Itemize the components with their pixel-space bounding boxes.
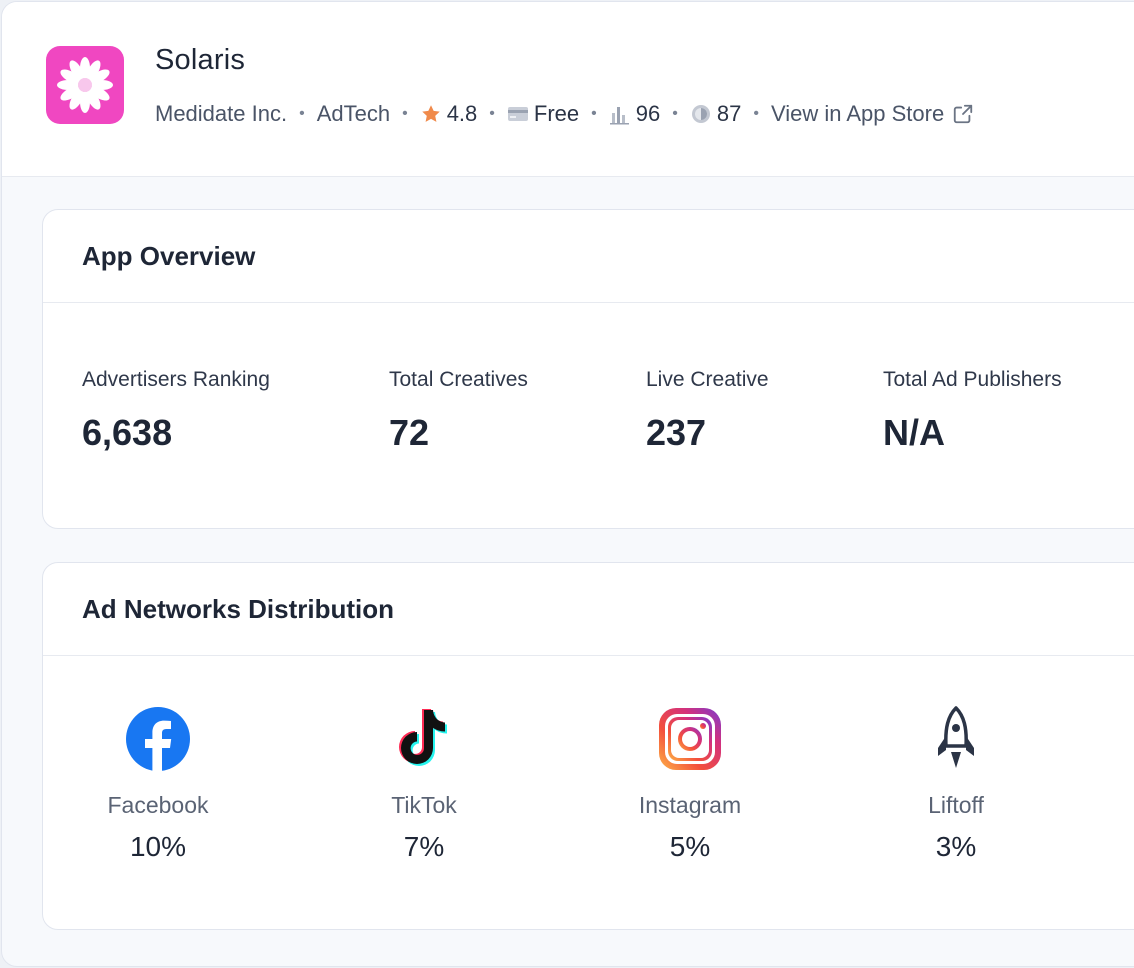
card-header: Ad Networks Distribution: [43, 563, 1134, 656]
card-icon: [507, 107, 528, 121]
stat-total-creatives: Total Creatives 72: [389, 368, 528, 454]
card-header: App Overview: [43, 210, 1134, 303]
network-tiktok[interactable]: TikTok 7%: [324, 706, 524, 863]
flower-icon: [57, 57, 113, 113]
stat-label: Advertisers Ranking: [82, 368, 270, 391]
network-liftoff[interactable]: Liftoff 3%: [856, 706, 1056, 863]
other-score: 87: [690, 101, 741, 127]
price: Free: [507, 101, 579, 127]
network-percent: 7%: [403, 831, 445, 862]
other-score-value: 87: [716, 101, 742, 126]
stat-value: 237: [646, 412, 707, 453]
separator: •: [591, 105, 597, 122]
tiktok-icon: [399, 709, 447, 766]
category-label[interactable]: AdTech: [316, 101, 391, 126]
facebook-icon: [126, 707, 190, 772]
app-title: Solaris: [155, 44, 246, 76]
ad-networks-card: Ad Networks Distribution Facebook 10%: [42, 562, 1134, 930]
separator: •: [753, 105, 759, 122]
app-overview-title: App Overview: [82, 240, 256, 271]
price-value: Free: [533, 101, 580, 126]
separator: •: [299, 105, 305, 122]
ad-networks-title: Ad Networks Distribution: [82, 593, 395, 624]
network-percent: 10%: [129, 831, 187, 862]
stat-advertisers-ranking: Advertisers Ranking 6,638: [82, 368, 270, 454]
stat-label: Total Ad Publishers: [883, 368, 1062, 391]
star-icon: [421, 105, 440, 122]
app-overview-card: App Overview Advertisers Ranking 6,638 T…: [42, 209, 1134, 529]
app-logo: [46, 46, 124, 124]
chart-score: 96: [609, 101, 660, 127]
network-facebook[interactable]: Facebook 10%: [58, 706, 258, 863]
chart-score-value: 96: [635, 101, 661, 126]
network-name: Liftoff: [928, 792, 984, 818]
stat-value: 6,638: [82, 412, 173, 453]
separator: •: [489, 105, 495, 122]
stat-value: N/A: [883, 412, 945, 453]
app-header: Solaris Medidate Inc. • AdTech • 4.8 • F…: [2, 2, 1134, 177]
stat-label: Live Creative: [646, 368, 769, 391]
stat-live-creative: Live Creative 237: [646, 368, 769, 454]
stat-label: Total Creatives: [389, 368, 528, 391]
view-in-app-store-label: View in App Store: [770, 101, 945, 126]
network-percent: 3%: [935, 831, 977, 862]
instagram-icon: [659, 708, 721, 770]
network-name: Facebook: [107, 792, 209, 818]
rating: 4.8: [420, 101, 478, 127]
view-in-app-store-link[interactable]: View in App Store: [771, 101, 974, 127]
network-percent: 5%: [669, 831, 711, 862]
network-instagram[interactable]: Instagram 5%: [590, 706, 790, 863]
stat-value: 72: [389, 412, 430, 453]
separator: •: [672, 105, 678, 122]
developer-link[interactable]: Medidate Inc.: [155, 101, 288, 126]
network-name: TikTok: [391, 792, 457, 818]
rating-value: 4.8: [446, 101, 478, 126]
external-link-icon: [954, 104, 973, 124]
network-name: Instagram: [638, 792, 742, 818]
app-meta-row: Medidate Inc. • AdTech • 4.8 • Free •: [155, 98, 974, 130]
stat-total-ad-publishers: Total Ad Publishers N/A: [883, 368, 1062, 454]
separator: •: [402, 105, 408, 122]
liftoff-rocket-icon: [938, 706, 974, 768]
coin-icon: [691, 105, 710, 123]
bar-chart-icon: [609, 107, 629, 125]
